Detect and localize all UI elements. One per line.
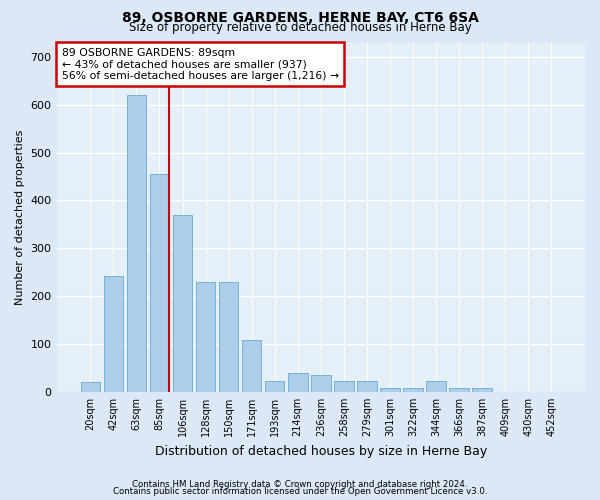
Text: Contains public sector information licensed under the Open Government Licence v3: Contains public sector information licen… [113,487,487,496]
Bar [334,382,353,392]
Bar [380,388,400,392]
Bar [311,375,331,392]
Y-axis label: Number of detached properties: Number of detached properties [15,130,25,305]
Bar [149,174,169,392]
Bar [196,282,215,392]
Bar [173,215,193,392]
Bar [449,388,469,392]
Bar [80,382,100,392]
Bar [426,382,446,392]
Bar [265,382,284,392]
Text: 89 OSBORNE GARDENS: 89sqm
← 43% of detached houses are smaller (937)
56% of semi: 89 OSBORNE GARDENS: 89sqm ← 43% of detac… [62,48,339,81]
Bar [219,282,238,392]
Text: 89, OSBORNE GARDENS, HERNE BAY, CT6 6SA: 89, OSBORNE GARDENS, HERNE BAY, CT6 6SA [122,11,478,25]
Bar [104,276,123,392]
Bar [357,382,377,392]
Text: Size of property relative to detached houses in Herne Bay: Size of property relative to detached ho… [128,21,472,34]
Bar [242,340,262,392]
Bar [127,95,146,392]
Bar [472,388,492,392]
Text: Contains HM Land Registry data © Crown copyright and database right 2024.: Contains HM Land Registry data © Crown c… [132,480,468,489]
Bar [403,388,423,392]
Bar [288,373,308,392]
X-axis label: Distribution of detached houses by size in Herne Bay: Distribution of detached houses by size … [155,444,487,458]
